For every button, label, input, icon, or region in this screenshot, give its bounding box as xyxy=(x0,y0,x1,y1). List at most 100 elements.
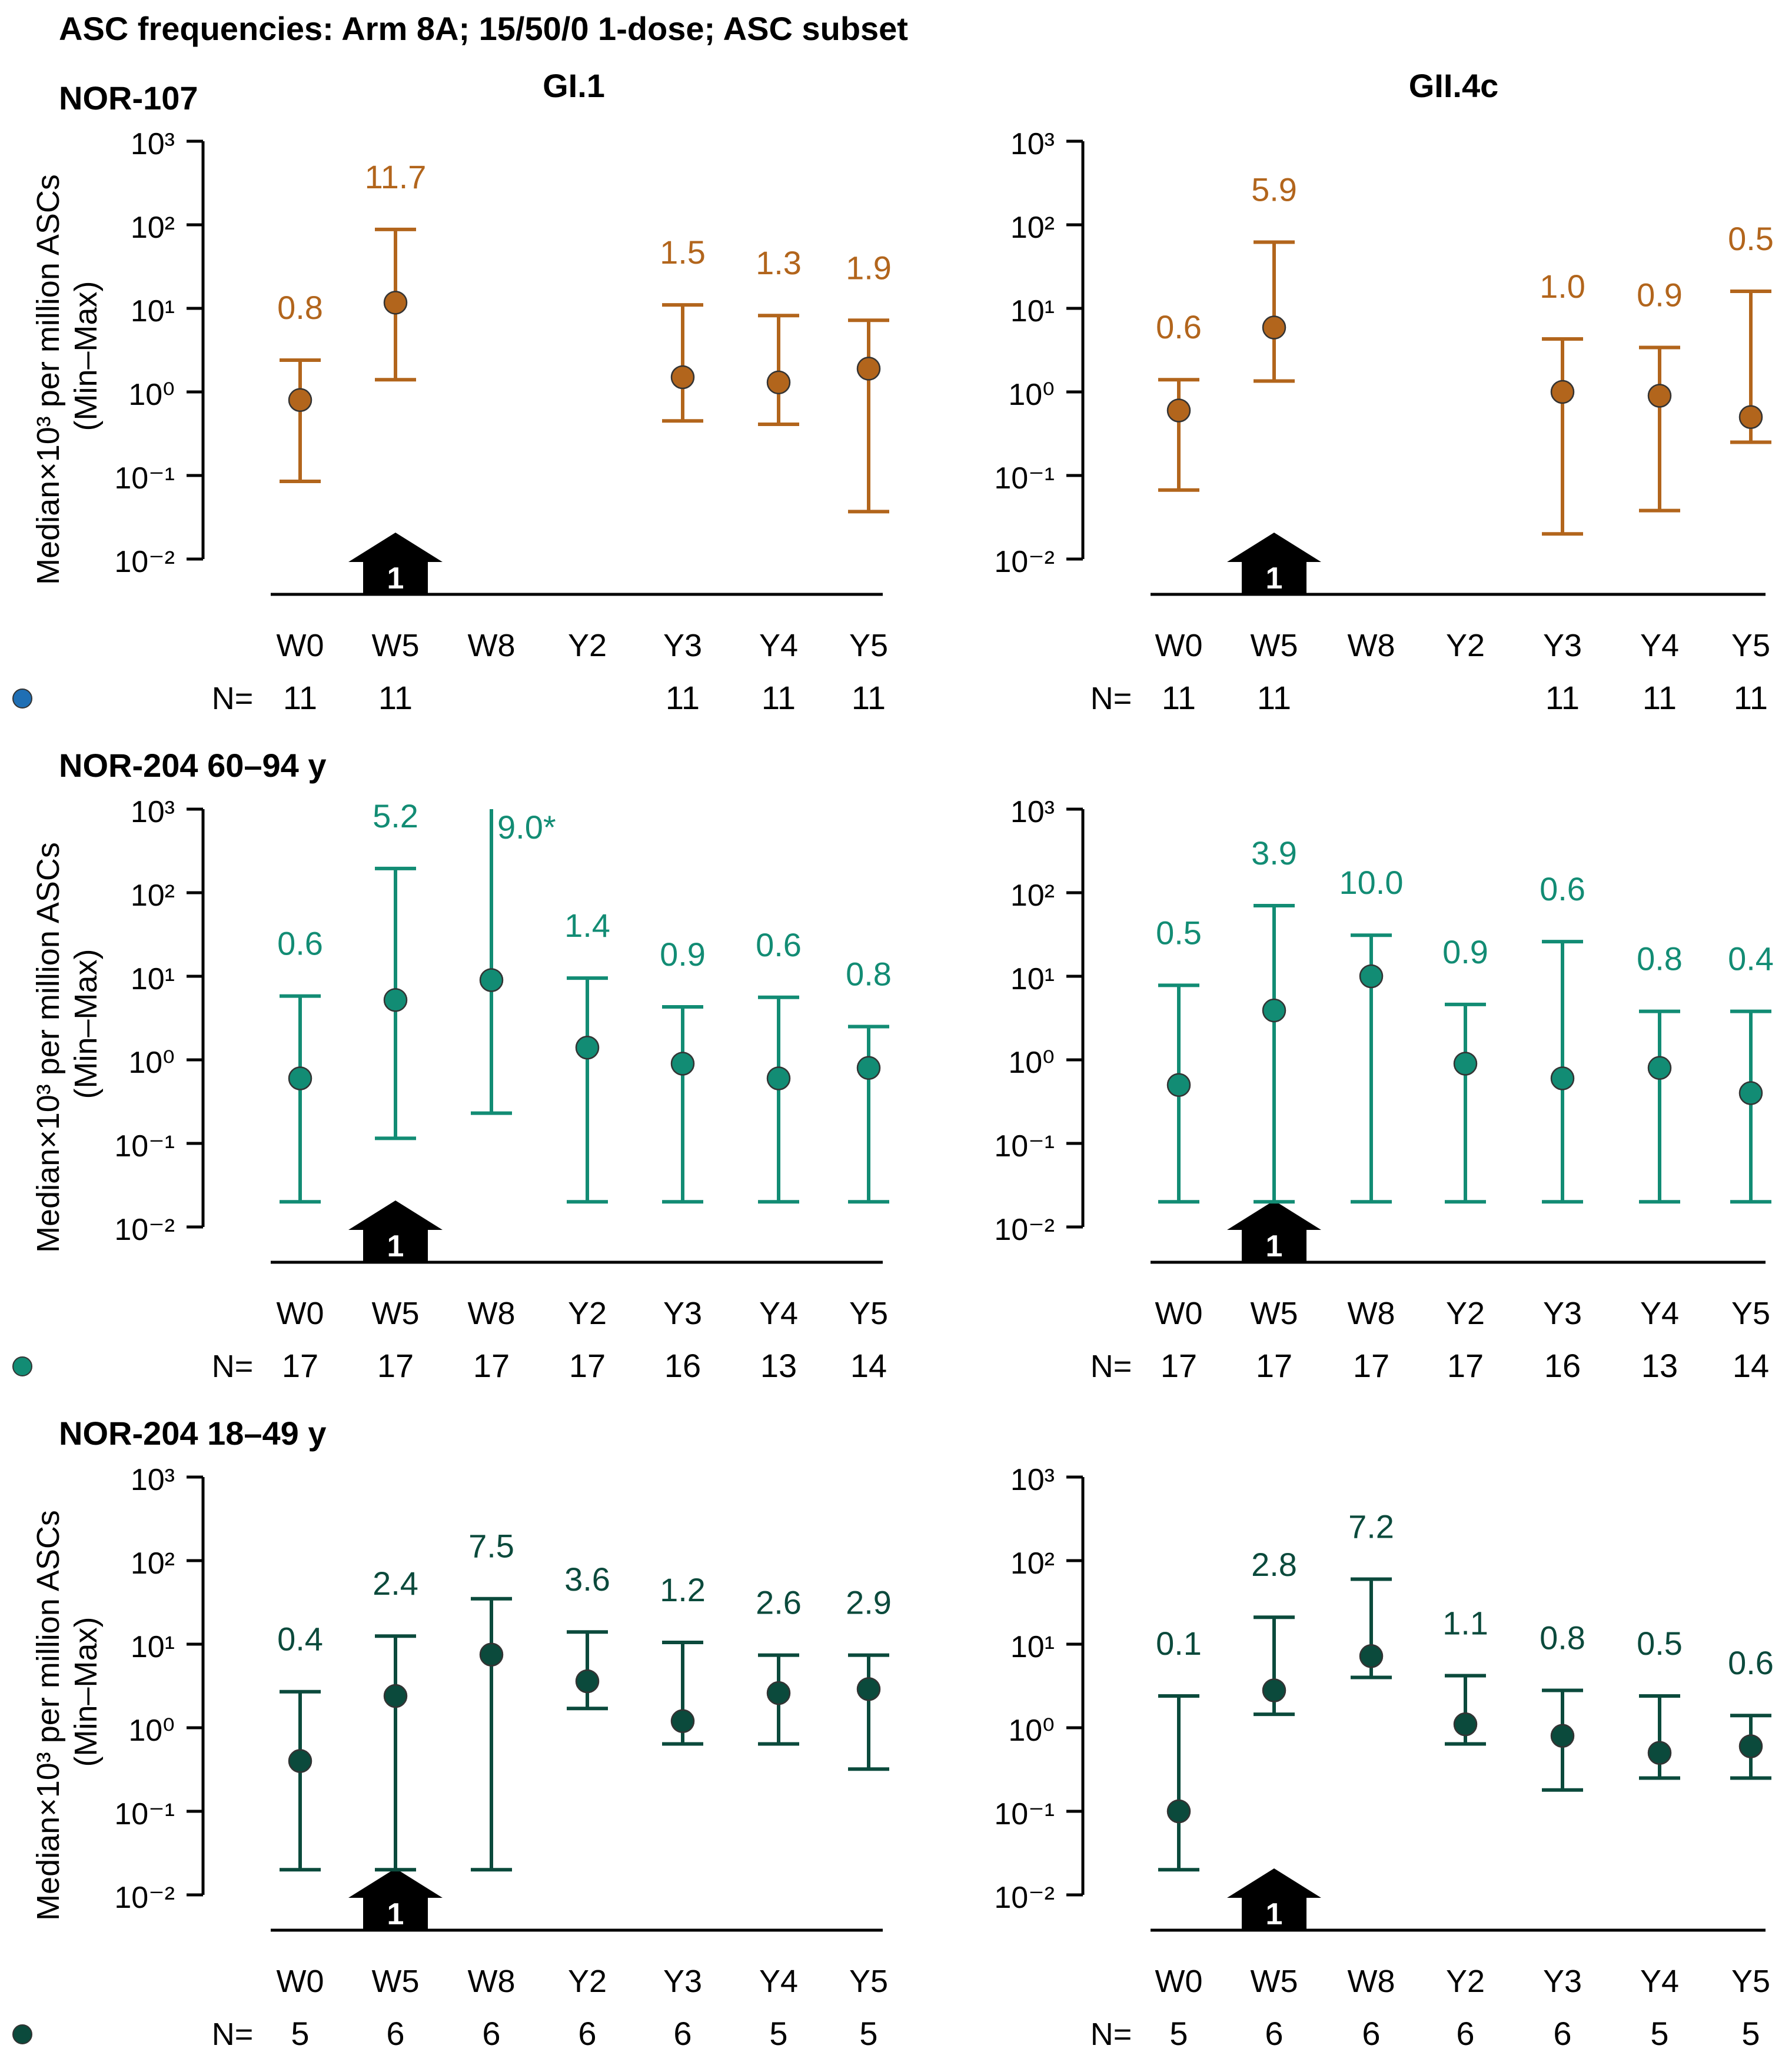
data-label: 0.4 xyxy=(1728,940,1774,977)
data-label: 0.8 xyxy=(1637,940,1683,977)
n-count-label: 11 xyxy=(378,679,413,716)
panel-2-0: 10⁻² 10⁻¹ 10⁰ 10¹ 10² 10³ W0 W5 W8 Y2 Y3 Y4 Y5 N= 1 0.4… xyxy=(12,1463,892,2052)
n-count-label: 5 xyxy=(1741,2015,1760,2052)
median-point xyxy=(766,370,791,395)
y-tick-label: 10⁰ xyxy=(1008,1714,1055,1748)
median-point xyxy=(383,1684,408,1708)
y-tick-label: 10⁰ xyxy=(128,1714,175,1748)
y-tick-label: 10² xyxy=(1010,879,1055,913)
data-label: 0.9 xyxy=(1637,277,1683,314)
data-label: 11.7 xyxy=(365,158,427,195)
dose-arrow-icon xyxy=(1227,533,1321,593)
data-label: 0.5 xyxy=(1637,1625,1683,1662)
data-label: 1.1 xyxy=(1442,1604,1488,1641)
x-tick-label: Y4 xyxy=(1640,628,1679,663)
data-label: 0.6 xyxy=(1728,1644,1774,1681)
median-point xyxy=(1359,964,1384,989)
n-count-label: 17 xyxy=(1353,1347,1389,1384)
data-label: 0.6 xyxy=(277,925,323,962)
data-label: 1.9 xyxy=(846,249,892,286)
x-tick-label: Y4 xyxy=(759,1964,798,1999)
x-tick-label: Y3 xyxy=(663,1296,702,1331)
column-title-gii4c: GII.4c xyxy=(1409,67,1499,104)
x-tick-label: Y3 xyxy=(1543,1296,1582,1331)
x-tick-label: Y2 xyxy=(568,628,607,663)
legend-dot xyxy=(12,2024,32,2044)
x-tick-label: W8 xyxy=(1348,1964,1395,1999)
x-tick-label: Y3 xyxy=(663,628,702,663)
n-count-label: 17 xyxy=(1161,1347,1197,1384)
y-axis-subtitle: (Min–Max) xyxy=(68,949,104,1099)
median-point xyxy=(670,1709,695,1734)
y-tick-label: 10³ xyxy=(1010,795,1055,829)
data-label: 0.6 xyxy=(1540,870,1585,907)
y-tick-label: 10¹ xyxy=(1010,962,1055,996)
x-tick-label: Y4 xyxy=(1640,1964,1679,1999)
data-label: 0.5 xyxy=(1156,914,1202,951)
y-tick-label: 10⁻² xyxy=(114,1213,175,1247)
data-label: 2.4 xyxy=(373,1565,418,1602)
x-tick-label: W8 xyxy=(468,1964,516,1999)
figure-title: ASC frequencies: Arm 8A; 15/50/0 1-dose;… xyxy=(59,10,908,47)
n-count-label: 17 xyxy=(569,1347,606,1384)
median-point xyxy=(1453,1052,1478,1076)
data-label: 5.9 xyxy=(1251,171,1297,208)
x-tick-label: Y4 xyxy=(1640,1296,1679,1331)
panels: 10⁻² 10⁻¹ 10⁰ 10¹ 10² 10³ W0 W5 W8 Y2 Y3 Y4 Y5 N= 1 0.8… xyxy=(12,127,1774,2052)
x-tick-label: W8 xyxy=(1348,628,1395,663)
x-tick-label: Y3 xyxy=(663,1964,702,1999)
median-point xyxy=(575,1669,600,1694)
x-tick-label: W5 xyxy=(1251,628,1298,663)
median-point xyxy=(670,1052,695,1076)
data-label: 0.9 xyxy=(660,936,706,973)
data-label: 0.8 xyxy=(277,289,323,326)
x-tick-label: Y3 xyxy=(1543,1964,1582,1999)
y-tick-label: 10⁻¹ xyxy=(114,1129,175,1163)
median-point xyxy=(1550,1724,1575,1748)
x-tick-label: Y2 xyxy=(1446,628,1485,663)
x-tick-label: Y2 xyxy=(1446,1296,1485,1331)
y-tick-label: 10⁻² xyxy=(994,1881,1055,1915)
n-count-label: 6 xyxy=(1362,2015,1380,2052)
n-count-label: 6 xyxy=(386,2015,404,2052)
x-tick-label: W8 xyxy=(468,1296,516,1331)
data-label: 0.5 xyxy=(1728,220,1774,257)
y-tick-label: 10⁻² xyxy=(114,545,175,579)
y-tick-label: 10³ xyxy=(131,795,175,829)
median-point xyxy=(766,1066,791,1090)
median-point xyxy=(1166,1799,1191,1824)
y-tick-label: 10⁻² xyxy=(994,545,1055,579)
x-tick-label: W5 xyxy=(372,1296,420,1331)
median-point xyxy=(1262,1678,1286,1702)
median-point xyxy=(1738,1081,1763,1105)
dose-arrow-icon xyxy=(348,533,443,593)
median-point xyxy=(856,1677,881,1701)
median-point xyxy=(1738,405,1763,429)
x-tick-label: W0 xyxy=(1155,1964,1203,1999)
legend-dot xyxy=(12,689,32,709)
n-count-label: 17 xyxy=(282,1347,318,1384)
n-count-label: 5 xyxy=(769,2015,787,2052)
y-axis-title: Median×10³ per million ASCs xyxy=(31,1510,66,1921)
data-label: 0.6 xyxy=(1156,308,1202,345)
data-label: 3.9 xyxy=(1251,834,1297,872)
legend-dot xyxy=(12,1356,32,1376)
n-count-label: 17 xyxy=(1256,1347,1292,1384)
x-tick-label: Y5 xyxy=(1731,1964,1770,1999)
n-count-label: 13 xyxy=(1641,1347,1678,1384)
n-count-label: 6 xyxy=(1456,2015,1474,2052)
y-tick-label: 10¹ xyxy=(131,962,175,996)
dose-number-label: 1 xyxy=(1266,561,1283,596)
x-tick-label: Y2 xyxy=(1446,1964,1485,1999)
n-count-label: 5 xyxy=(859,2015,877,2052)
x-tick-label: W5 xyxy=(372,1964,420,1999)
y-tick-label: 10³ xyxy=(131,1463,175,1497)
n-count-label: 11 xyxy=(1162,679,1196,716)
data-label: 0.1 xyxy=(1156,1625,1202,1662)
n-prefix-label: N= xyxy=(1091,2017,1132,2052)
y-tick-label: 10¹ xyxy=(1010,294,1055,328)
y-tick-label: 10⁻¹ xyxy=(994,1797,1055,1831)
data-label: 7.2 xyxy=(1348,1508,1394,1545)
n-count-label: 11 xyxy=(852,679,886,716)
